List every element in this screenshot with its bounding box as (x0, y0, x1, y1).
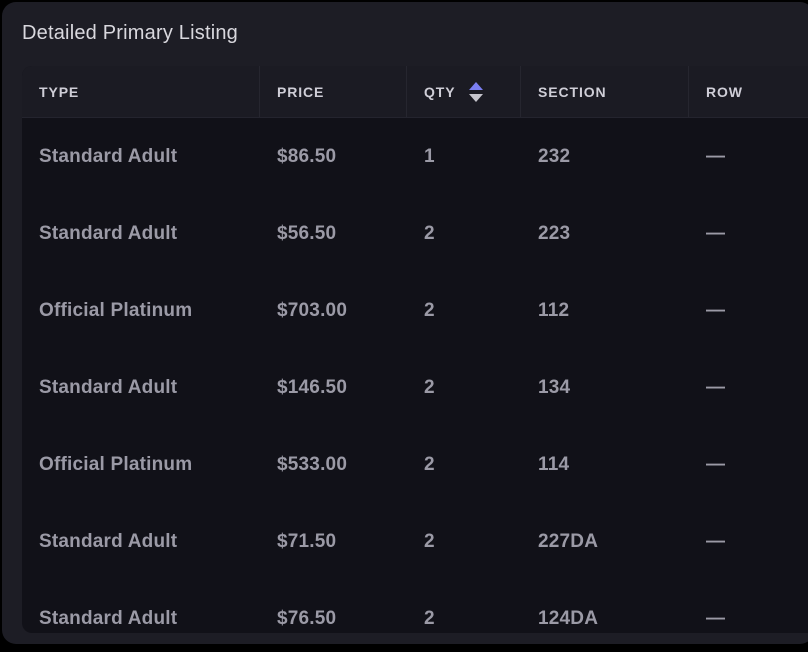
column-header-row[interactable]: ROW (689, 66, 808, 117)
cell-qty: 2 (424, 607, 435, 629)
cell-price: $56.50 (277, 222, 337, 244)
page-title: Detailed Primary Listing (22, 22, 238, 44)
column-header-section[interactable]: SECTION (521, 66, 689, 117)
cell-type: Standard Adult (39, 530, 178, 552)
cell-type: Official Platinum (39, 453, 193, 475)
cell-row: — (706, 145, 726, 167)
table-row[interactable]: Official Platinum $703.00 2 112 — (22, 272, 808, 349)
cell-price: $71.50 (277, 530, 337, 552)
cell-row: — (706, 530, 726, 552)
cell-type: Official Platinum (39, 299, 193, 321)
table-row[interactable]: Standard Adult $56.50 2 223 — (22, 195, 808, 272)
cell-type: Standard Adult (39, 222, 178, 244)
cell-qty: 1 (424, 145, 435, 167)
column-label-qty: QTY (424, 83, 456, 100)
cell-price: $146.50 (277, 376, 348, 398)
listings-table: TYPE PRICE QTY SECTION ROW Standard Adu (22, 66, 808, 633)
cell-section: 223 (538, 222, 571, 244)
cell-price: $533.00 (277, 453, 348, 475)
cell-type: Standard Adult (39, 145, 178, 167)
cell-section: 124DA (538, 607, 599, 629)
sort-ascending-icon (469, 81, 484, 90)
column-header-qty[interactable]: QTY (407, 66, 521, 117)
cell-qty: 2 (424, 299, 435, 321)
column-label-price: PRICE (277, 83, 325, 100)
cell-price: $76.50 (277, 607, 337, 629)
table-header: TYPE PRICE QTY SECTION ROW (22, 66, 808, 118)
column-label-type: TYPE (39, 83, 80, 100)
cell-type: Standard Adult (39, 376, 178, 398)
table-row[interactable]: Standard Adult $86.50 1 232 — (22, 118, 808, 195)
column-label-row: ROW (706, 83, 743, 100)
cell-section: 134 (538, 376, 571, 398)
cell-qty: 2 (424, 222, 435, 244)
cell-type: Standard Adult (39, 607, 178, 629)
cell-price: $703.00 (277, 299, 348, 321)
cell-row: — (706, 376, 726, 398)
column-label-section: SECTION (538, 83, 607, 100)
cell-price: $86.50 (277, 145, 337, 167)
table-row[interactable]: Standard Adult $76.50 2 124DA — (22, 580, 808, 633)
table-row[interactable]: Standard Adult $71.50 2 227DA — (22, 503, 808, 580)
cell-row: — (706, 607, 726, 629)
cell-section: 232 (538, 145, 571, 167)
cell-qty: 2 (424, 376, 435, 398)
cell-row: — (706, 299, 726, 321)
cell-section: 114 (538, 453, 570, 475)
cell-qty: 2 (424, 530, 435, 552)
cell-section: 112 (538, 299, 570, 321)
table-row[interactable]: Standard Adult $146.50 2 134 — (22, 349, 808, 426)
table-row[interactable]: Official Platinum $533.00 2 114 — (22, 426, 808, 503)
column-header-price[interactable]: PRICE (260, 66, 407, 117)
sort-descending-icon (469, 93, 484, 102)
cell-row: — (706, 222, 726, 244)
table-body: Standard Adult $86.50 1 232 — Standard A… (22, 118, 808, 633)
cell-section: 227DA (538, 530, 599, 552)
cell-qty: 2 (424, 453, 435, 475)
column-header-type[interactable]: TYPE (22, 66, 260, 117)
cell-row: — (706, 453, 726, 475)
sort-toggle[interactable] (469, 81, 484, 102)
